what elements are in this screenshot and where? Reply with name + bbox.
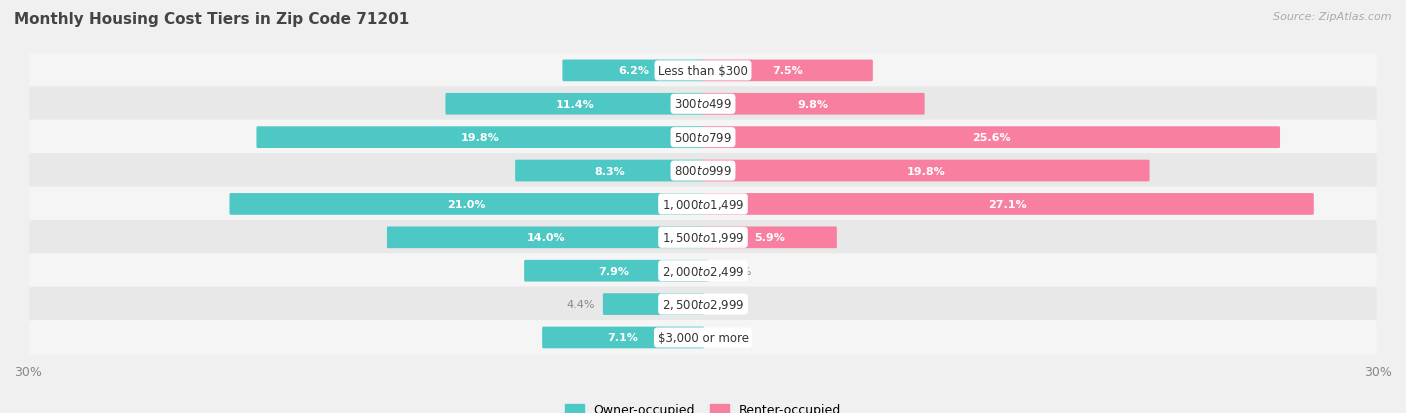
Text: $3,000 or more: $3,000 or more [658, 331, 748, 344]
Text: 27.1%: 27.1% [988, 199, 1028, 209]
FancyBboxPatch shape [30, 187, 1376, 222]
Text: 7.5%: 7.5% [772, 66, 803, 76]
FancyBboxPatch shape [30, 120, 1376, 155]
Text: 6.2%: 6.2% [617, 66, 648, 76]
FancyBboxPatch shape [702, 227, 837, 249]
Legend: Owner-occupied, Renter-occupied: Owner-occupied, Renter-occupied [560, 398, 846, 413]
Text: $800 to $999: $800 to $999 [673, 165, 733, 178]
Text: $2,000 to $2,499: $2,000 to $2,499 [662, 264, 744, 278]
FancyBboxPatch shape [30, 87, 1376, 122]
FancyBboxPatch shape [702, 194, 1313, 215]
Text: $300 to $499: $300 to $499 [673, 98, 733, 111]
Text: Less than $300: Less than $300 [658, 65, 748, 78]
FancyBboxPatch shape [229, 194, 704, 215]
Text: 21.0%: 21.0% [447, 199, 486, 209]
Text: 8.3%: 8.3% [595, 166, 626, 176]
FancyBboxPatch shape [30, 287, 1376, 322]
FancyBboxPatch shape [446, 94, 704, 115]
Text: 25.6%: 25.6% [972, 133, 1011, 143]
Text: $1,000 to $1,499: $1,000 to $1,499 [662, 197, 744, 211]
FancyBboxPatch shape [702, 60, 873, 82]
Text: $1,500 to $1,999: $1,500 to $1,999 [662, 231, 744, 245]
Text: 19.8%: 19.8% [907, 166, 945, 176]
FancyBboxPatch shape [702, 160, 1150, 182]
Text: 4.4%: 4.4% [567, 299, 595, 309]
Text: 19.8%: 19.8% [461, 133, 499, 143]
Text: 14.0%: 14.0% [526, 233, 565, 243]
Text: 7.1%: 7.1% [607, 333, 638, 343]
Text: $500 to $799: $500 to $799 [673, 131, 733, 144]
Text: Source: ZipAtlas.com: Source: ZipAtlas.com [1274, 12, 1392, 22]
Text: 9.8%: 9.8% [797, 100, 828, 109]
Text: 5.9%: 5.9% [754, 233, 785, 243]
FancyBboxPatch shape [515, 160, 704, 182]
FancyBboxPatch shape [562, 60, 704, 82]
Text: 0.0%: 0.0% [711, 333, 740, 343]
FancyBboxPatch shape [30, 154, 1376, 189]
Text: 11.4%: 11.4% [555, 100, 595, 109]
FancyBboxPatch shape [30, 320, 1376, 355]
Text: 7.9%: 7.9% [599, 266, 630, 276]
FancyBboxPatch shape [30, 54, 1376, 89]
Text: $2,500 to $2,999: $2,500 to $2,999 [662, 297, 744, 311]
Text: 0.0%: 0.0% [711, 299, 740, 309]
FancyBboxPatch shape [702, 260, 709, 282]
FancyBboxPatch shape [256, 127, 704, 149]
FancyBboxPatch shape [702, 127, 1279, 149]
FancyBboxPatch shape [387, 227, 704, 249]
FancyBboxPatch shape [524, 260, 704, 282]
FancyBboxPatch shape [702, 94, 925, 115]
Text: 0.21%: 0.21% [717, 266, 752, 276]
FancyBboxPatch shape [30, 220, 1376, 255]
FancyBboxPatch shape [543, 327, 704, 349]
FancyBboxPatch shape [30, 254, 1376, 289]
FancyBboxPatch shape [603, 294, 704, 315]
Text: Monthly Housing Cost Tiers in Zip Code 71201: Monthly Housing Cost Tiers in Zip Code 7… [14, 12, 409, 27]
